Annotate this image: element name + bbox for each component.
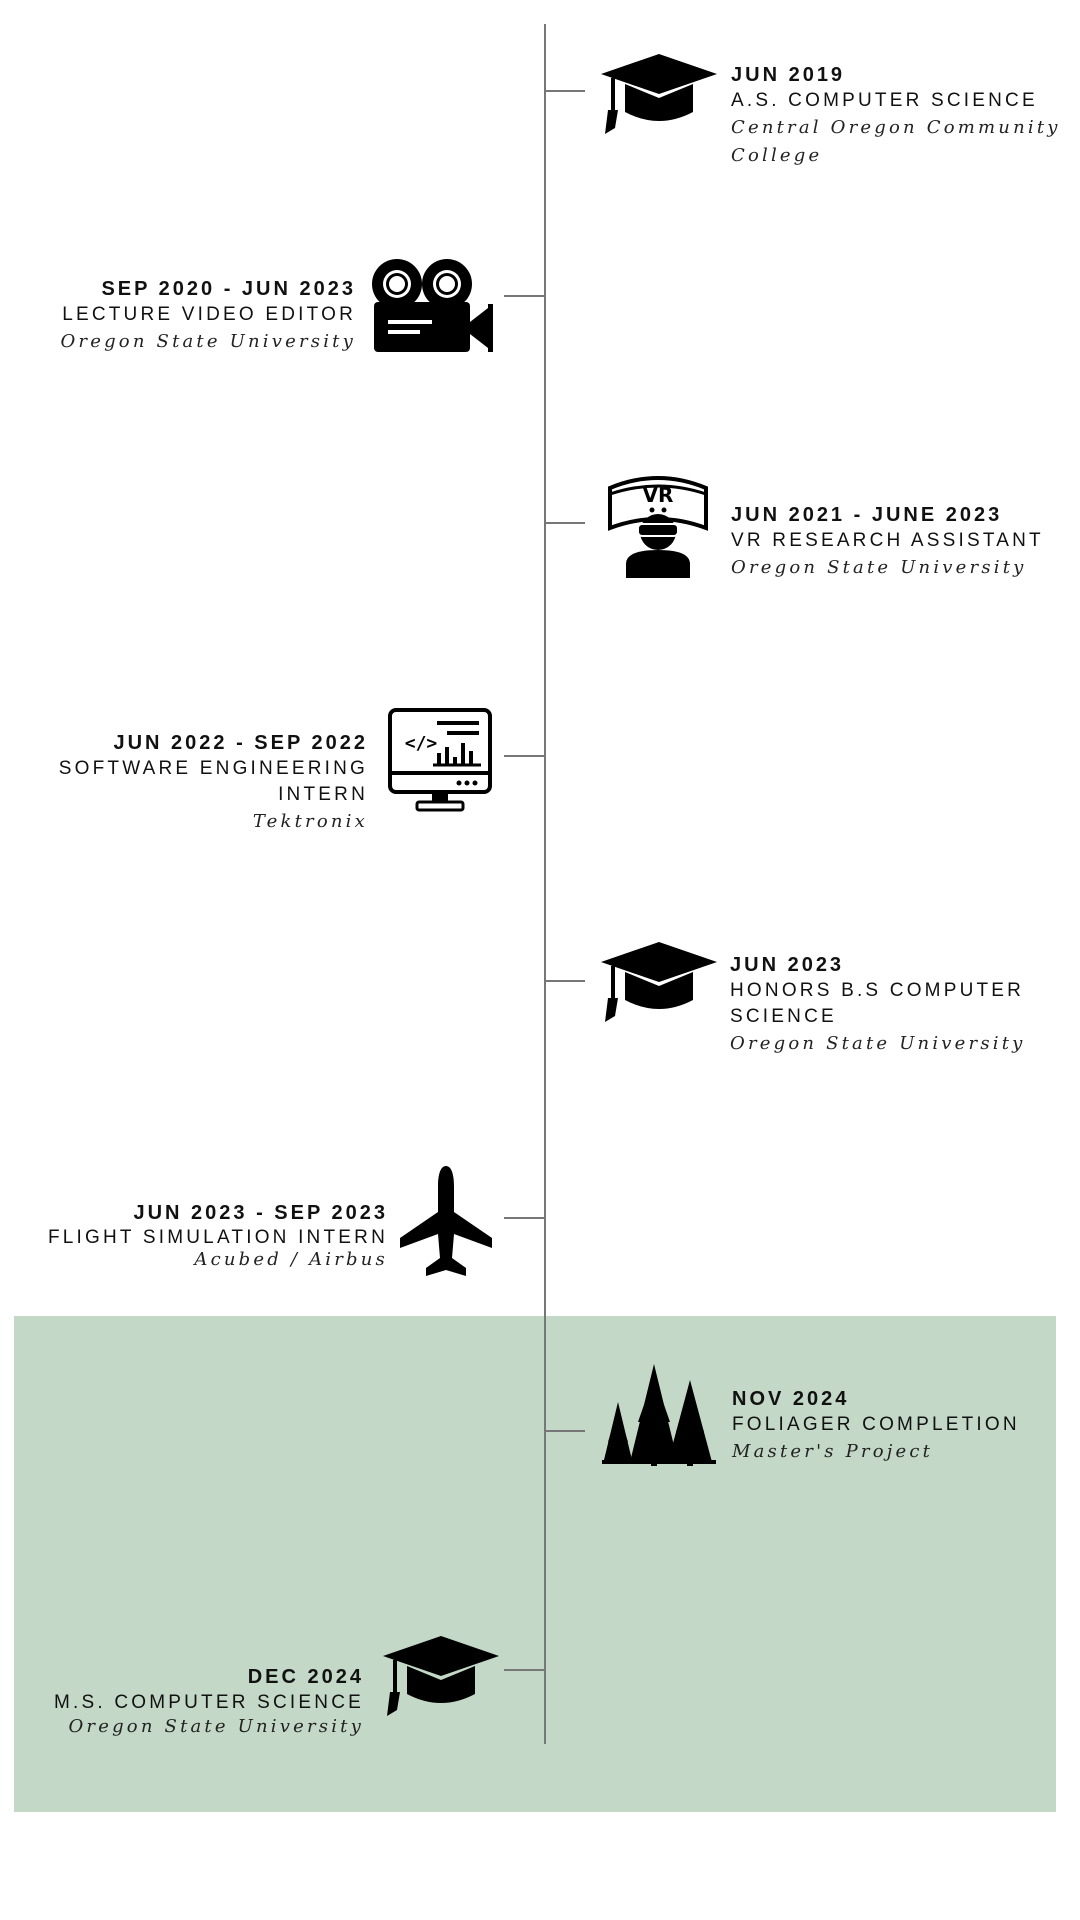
entry-org: Acubed / Airbus	[194, 1249, 388, 1270]
timeline-tick	[545, 90, 585, 92]
entry-date: DEC 2024	[247, 1666, 364, 1688]
timeline-entry: NOV 2024 FOLIAGER COMPLETION Master's Pr…	[732, 1386, 1052, 1466]
svg-text:VR: VR	[643, 483, 674, 507]
entry-org: Oregon State University	[60, 331, 356, 352]
film-camera-icon	[370, 258, 494, 354]
entry-date: JUN 2019	[731, 64, 846, 86]
timeline-entry: JUN 2019 A.S. COMPUTER SCIENCE Central O…	[731, 62, 1071, 170]
entry-date: JUN 2023 - SEP 2023	[133, 1202, 388, 1224]
entry-org: Oregon State University	[731, 557, 1027, 578]
timeline-tick	[545, 1430, 585, 1432]
timeline-entry: JUN 2022 - SEP 2022 SOFTWARE ENGINEERING…	[20, 730, 368, 836]
timeline-tick	[545, 522, 585, 524]
timeline-tick	[545, 980, 585, 982]
entry-org: Oregon State University	[730, 1033, 1026, 1054]
timeline-tick	[504, 1217, 544, 1219]
graduation-cap-icon	[598, 52, 720, 136]
timeline-entry: JUN 2021 - JUNE 2023 VR RESEARCH ASSISTA…	[731, 502, 1071, 582]
entry-role: A.S. COMPUTER SCIENCE	[731, 90, 1038, 111]
graduation-cap-icon	[598, 940, 720, 1024]
timeline-tick	[504, 1669, 544, 1671]
entry-date: JUN 2021 - JUNE 2023	[731, 504, 1003, 526]
pine-trees-icon	[600, 1362, 718, 1468]
entry-date: JUN 2022 - SEP 2022	[113, 732, 368, 754]
entry-org: Master's Project	[732, 1441, 934, 1462]
timeline-tick	[504, 295, 544, 297]
entry-org: Oregon State University	[68, 1716, 364, 1737]
entry-role: LECTURE VIDEO EDITOR	[62, 304, 356, 325]
graduation-cap-icon	[380, 1634, 502, 1718]
entry-role: VR RESEARCH ASSISTANT	[731, 530, 1044, 551]
timeline-entry: SEP 2020 - JUN 2023 LECTURE VIDEO EDITOR…	[20, 276, 356, 356]
entry-role: HONORS B.S COMPUTER SCIENCE	[730, 980, 1025, 1027]
vr-headset-icon: VR	[606, 472, 710, 578]
entry-role: FLIGHT SIMULATION INTERN	[47, 1227, 388, 1248]
timeline-entry: JUN 2023 - SEP 2023 FLIGHT SIMULATION IN…	[20, 1200, 388, 1270]
airplane-icon	[398, 1164, 494, 1278]
entry-role: FOLIAGER COMPLETION	[732, 1414, 1020, 1435]
entry-role: SOFTWARE ENGINEERING INTERN	[58, 758, 368, 805]
timeline-tick	[504, 755, 544, 757]
entry-date: SEP 2020 - JUN 2023	[101, 278, 356, 300]
entry-date: JUN 2023	[730, 954, 845, 976]
svg-text:</>: </>	[405, 733, 438, 754]
entry-role: M.S. COMPUTER SCIENCE	[54, 1692, 364, 1713]
code-monitor-icon: </>	[387, 707, 493, 813]
timeline-axis	[544, 24, 546, 1744]
timeline-entry: DEC 2024 M.S. COMPUTER SCIENCE Oregon St…	[20, 1664, 364, 1738]
highlight-panel	[14, 1316, 1056, 1812]
entry-org: Tektronix	[252, 811, 368, 832]
entry-org: Central Oregon Community College	[731, 117, 1061, 166]
entry-date: NOV 2024	[732, 1388, 850, 1410]
timeline-entry: JUN 2023 HONORS B.S COMPUTER SCIENCE Ore…	[730, 952, 1040, 1058]
